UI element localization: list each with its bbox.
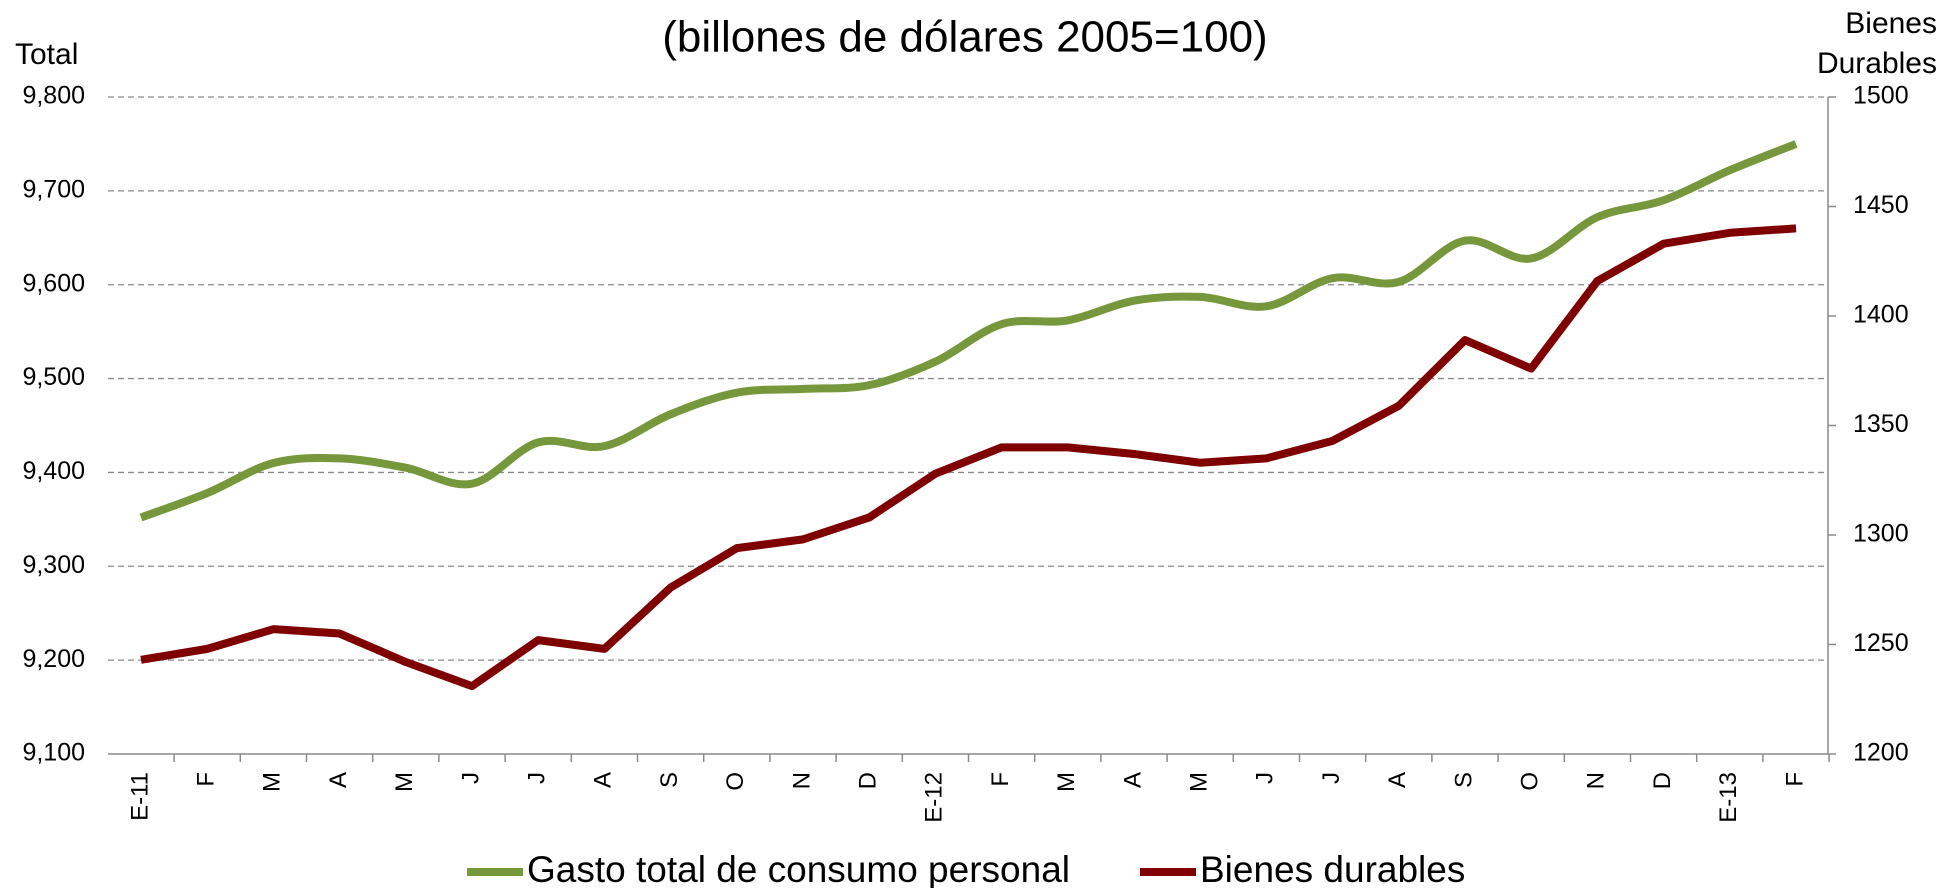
y-tick-label: 9,800 (22, 82, 85, 110)
x-tick-label: F (1781, 772, 1808, 787)
legend-label: Gasto total de consumo personal (527, 849, 1070, 888)
x-tick-label: M (1186, 772, 1213, 792)
x-tick-label: N (1583, 772, 1610, 789)
x-tick-label: A (1119, 772, 1146, 788)
x-tick-label: A (1384, 772, 1411, 788)
x-tick-label: A (590, 772, 617, 788)
x-tick-label: M (391, 772, 418, 792)
x-tick-label: D (855, 772, 882, 789)
x-tick-label: E-12 (921, 772, 948, 823)
y2-tick-label: 1450 (1853, 191, 1909, 219)
y-tick-label: 9,700 (22, 175, 85, 203)
y2-tick-label: 1350 (1853, 410, 1909, 438)
x-tick-label: J (524, 772, 551, 784)
y-tick-label: 9,400 (22, 457, 85, 485)
x-tick-label: S (1450, 772, 1477, 788)
series-line (139, 140, 1798, 522)
y2-tick-label: 1500 (1853, 82, 1909, 110)
series-line (140, 224, 1797, 691)
x-tick-label: S (656, 772, 683, 788)
y-tick-label: 9,100 (22, 739, 85, 767)
x-tick-label: D (1649, 772, 1676, 789)
y-tick-label: 9,600 (22, 269, 85, 297)
y-tick-label: 9,200 (22, 645, 85, 673)
x-tick-label: J (457, 772, 484, 784)
x-tick-label: O (722, 772, 749, 791)
x-tick-label: J (1252, 772, 1279, 784)
y2-tick-label: 1200 (1853, 739, 1909, 767)
y-tick-label: 9,500 (22, 363, 85, 391)
x-tick-label: M (259, 772, 286, 792)
y2-tick-label: 1250 (1853, 629, 1909, 657)
x-tick-label: E-13 (1715, 772, 1742, 823)
x-tick-label: M (1053, 772, 1080, 792)
x-tick-label: F (193, 772, 220, 787)
y-axis-label: Total (15, 38, 78, 71)
y2-tick-label: 1400 (1853, 301, 1909, 329)
x-tick-label: N (788, 772, 815, 789)
x-tick-label: E-11 (126, 772, 153, 821)
legend-label: Bienes durables (1200, 849, 1465, 888)
y-tick-label: 9,300 (22, 551, 85, 579)
x-tick-label: J (1318, 772, 1345, 784)
y2-axis-label: Bienes Durables (1816, 7, 1937, 80)
x-tick-label: F (987, 772, 1014, 787)
chart-title: (billones de dólares 2005=100) (662, 13, 1267, 62)
x-tick-label: O (1517, 772, 1544, 791)
x-tick-label: A (325, 772, 352, 788)
y2-tick-label: 1300 (1853, 520, 1909, 548)
